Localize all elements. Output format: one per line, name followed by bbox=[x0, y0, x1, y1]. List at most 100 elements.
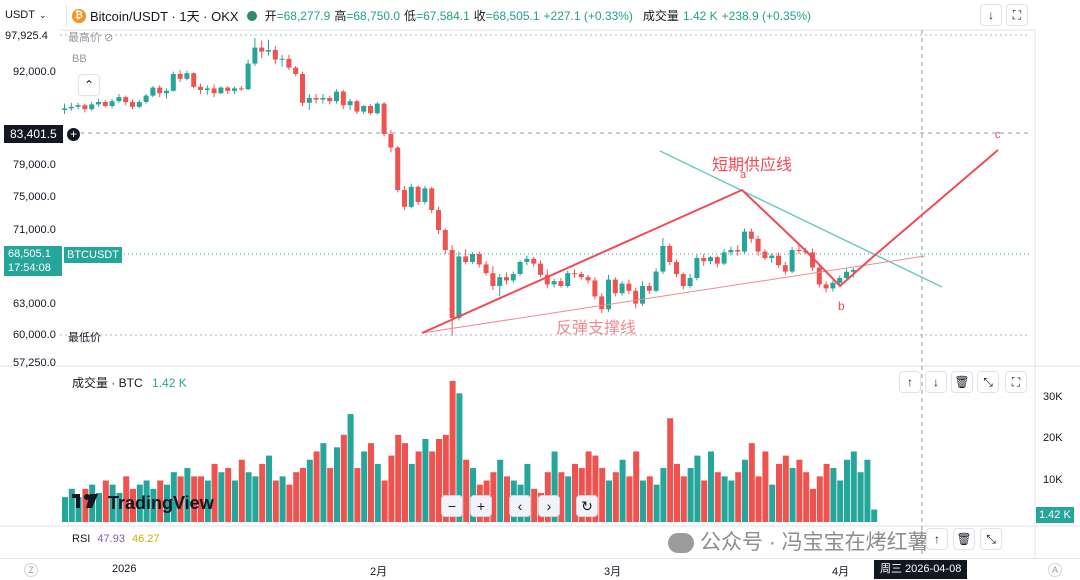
candle-body bbox=[558, 281, 564, 286]
time-axis[interactable]: Z 2026 2月 3月 4月 周三 2026-04-08 A bbox=[0, 558, 1080, 580]
volume-bar bbox=[306, 459, 313, 522]
chart-title[interactable]: Bitcoin/USDT · 1天 · OKX bbox=[90, 9, 239, 24]
volume-bar bbox=[313, 451, 320, 522]
support-trendline[interactable] bbox=[421, 255, 926, 334]
open-label: 开 bbox=[264, 9, 277, 23]
candle-body bbox=[347, 101, 353, 106]
volume-value: 1.42 K bbox=[682, 8, 718, 23]
ohlc-legend: ₿ Bitcoin/USDT · 1天 · OKX 开=68,277.9 高=6… bbox=[72, 6, 811, 25]
candle-body bbox=[320, 98, 326, 100]
candle-body bbox=[157, 87, 163, 94]
volume-bar bbox=[850, 451, 857, 522]
candle-body bbox=[395, 147, 401, 190]
zoom-out-button[interactable]: − bbox=[441, 495, 463, 517]
current-price-value: 68,505.1 bbox=[8, 248, 51, 260]
volume-bar bbox=[381, 480, 388, 522]
market-status-icon[interactable] bbox=[246, 10, 257, 21]
volume-bar bbox=[143, 480, 150, 522]
candle-body bbox=[844, 271, 849, 278]
volume-bar bbox=[62, 497, 68, 522]
trash-icon[interactable]: 🗑 bbox=[951, 371, 973, 393]
scroll-left-button[interactable]: ‹ bbox=[509, 495, 531, 517]
candle-body bbox=[531, 258, 537, 264]
zoom-in-button[interactable]: + bbox=[470, 495, 492, 517]
collapse-indicators-icon[interactable]: ⌃ bbox=[78, 74, 100, 96]
maximize-icon[interactable]: ⛶ bbox=[1006, 4, 1028, 26]
candle-body bbox=[633, 290, 639, 304]
collapse-pane-icon[interactable]: ⤡ bbox=[980, 528, 1002, 550]
candle-body bbox=[816, 267, 822, 285]
candle-body bbox=[565, 273, 571, 286]
eye-off-icon[interactable]: ⊘ bbox=[104, 32, 114, 44]
candle-body bbox=[415, 186, 421, 202]
time-label: 4月 bbox=[832, 566, 850, 578]
volume-bar bbox=[504, 476, 510, 522]
wave-bc-line[interactable] bbox=[804, 149, 999, 288]
candle-body bbox=[408, 186, 414, 207]
top-bar: USDT ⌄ ₿ Bitcoin/USDT · 1天 · OKX 开=68,27… bbox=[0, 0, 1080, 30]
currency-select[interactable]: USDT ⌄ bbox=[4, 4, 60, 26]
volume-bar bbox=[82, 488, 89, 522]
move-up-icon[interactable]: ↑ bbox=[899, 371, 921, 393]
candle-body bbox=[429, 188, 435, 210]
candle-body bbox=[402, 190, 407, 207]
candle-body bbox=[769, 255, 775, 258]
candle-body bbox=[660, 246, 666, 272]
rsi-legend[interactable]: RSI 47.93 46.27 bbox=[72, 533, 160, 545]
bb-indicator-label[interactable]: BB bbox=[72, 53, 87, 65]
volume-bar bbox=[463, 459, 470, 522]
candle-body bbox=[721, 252, 727, 264]
close-value: =68,505.1 bbox=[485, 9, 540, 23]
candle-body bbox=[823, 284, 829, 289]
candle-body bbox=[368, 106, 373, 114]
volume-pane-title: 成交量 · BTC 1.42 K bbox=[72, 376, 187, 390]
arrow-down-icon[interactable]: ↓ bbox=[980, 4, 1002, 26]
volume-bar bbox=[762, 451, 769, 522]
candle-body bbox=[585, 277, 591, 281]
volume-bar bbox=[680, 476, 687, 522]
trash-icon[interactable]: 🗑 bbox=[953, 528, 975, 550]
volume-series bbox=[62, 380, 878, 522]
volume-bar bbox=[646, 476, 653, 522]
move-up-icon[interactable]: ↑ bbox=[926, 528, 948, 550]
candle-body bbox=[538, 263, 543, 275]
candle-body bbox=[191, 73, 197, 87]
volume-bar bbox=[524, 463, 531, 522]
candle-body bbox=[313, 98, 319, 100]
candle-body bbox=[572, 273, 577, 275]
maximize-pane-icon[interactable]: ⛶ bbox=[1005, 371, 1027, 393]
volume-bar bbox=[340, 434, 347, 522]
candle-body bbox=[755, 238, 761, 252]
reset-chart-button[interactable]: ↻ bbox=[576, 495, 598, 517]
volume-bar bbox=[735, 472, 742, 522]
high-price-label: 最高价 ⊘ bbox=[68, 32, 114, 44]
volume-bar bbox=[449, 380, 456, 522]
wechat-icon bbox=[668, 533, 694, 554]
candle-body bbox=[708, 257, 713, 262]
wave-c-label: c bbox=[995, 129, 1001, 141]
add-alert-icon[interactable]: + bbox=[66, 127, 81, 142]
scroll-right-button[interactable]: › bbox=[538, 495, 560, 517]
candle-body bbox=[82, 105, 88, 110]
z-button[interactable]: Z bbox=[24, 563, 38, 577]
auto-scale-button[interactable]: A bbox=[1048, 563, 1062, 577]
candle-body bbox=[211, 88, 217, 94]
candle-body bbox=[524, 258, 530, 262]
time-label: 2月 bbox=[370, 566, 388, 578]
rsi-value: 47.93 bbox=[97, 533, 125, 545]
candle-body bbox=[102, 102, 108, 106]
volume-bar bbox=[667, 418, 674, 522]
volume-bar bbox=[272, 480, 279, 522]
move-down-icon[interactable]: ↓ bbox=[925, 371, 947, 393]
volume-bar bbox=[748, 443, 755, 522]
y-tick: 60,000.0 bbox=[13, 329, 56, 341]
y-tick: 97,925.4 bbox=[5, 30, 48, 42]
candle-body bbox=[742, 231, 747, 252]
candle-body bbox=[300, 74, 305, 103]
wave-a-line[interactable] bbox=[421, 188, 806, 334]
volume-bar bbox=[442, 434, 449, 522]
candle-body bbox=[388, 134, 394, 148]
supply-trendline[interactable] bbox=[659, 150, 943, 288]
collapse-pane-icon[interactable]: ⤡ bbox=[977, 371, 999, 393]
